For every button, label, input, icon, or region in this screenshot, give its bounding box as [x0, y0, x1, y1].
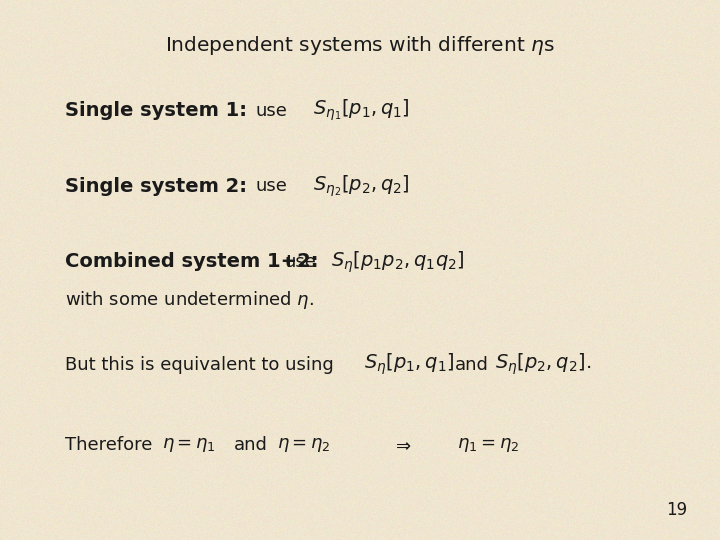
Text: But this is equivalent to using: But this is equivalent to using — [65, 355, 333, 374]
Text: Independent systems with different $\mathit{\eta}$s: Independent systems with different $\mat… — [165, 35, 555, 57]
Text: $\eta = \eta_1$: $\eta = \eta_1$ — [162, 436, 216, 455]
Text: $S_{\eta_1}[p_1,q_1]$: $S_{\eta_1}[p_1,q_1]$ — [313, 98, 410, 124]
Text: Therefore: Therefore — [65, 436, 152, 455]
Text: and: and — [455, 355, 489, 374]
Text: $\Rightarrow$: $\Rightarrow$ — [392, 436, 412, 455]
Text: $S_{\eta}[p_1p_2,q_1q_2]$: $S_{\eta}[p_1p_2,q_1q_2]$ — [331, 249, 464, 275]
Text: Single system 2:: Single system 2: — [65, 177, 247, 196]
Text: Single system 1:: Single system 1: — [65, 101, 247, 120]
Text: use: use — [284, 253, 316, 271]
Text: and: and — [234, 436, 268, 455]
Text: Combined system 1+2:: Combined system 1+2: — [65, 252, 318, 272]
Text: with some undetermined $\eta$.: with some undetermined $\eta$. — [65, 289, 314, 310]
Text: use: use — [256, 102, 287, 120]
Text: $\eta_1 = \eta_2$: $\eta_1 = \eta_2$ — [457, 436, 519, 455]
Text: $S_{\eta}[p_1,q_1]$: $S_{\eta}[p_1,q_1]$ — [364, 352, 454, 377]
Text: $\eta = \eta_2$: $\eta = \eta_2$ — [277, 436, 331, 455]
Text: 19: 19 — [667, 502, 688, 519]
Text: $S_{\eta}[p_2,q_2].$: $S_{\eta}[p_2,q_2].$ — [495, 352, 592, 377]
Text: use: use — [256, 177, 287, 195]
Text: $S_{\eta_2}[p_2,q_2]$: $S_{\eta_2}[p_2,q_2]$ — [313, 173, 410, 199]
